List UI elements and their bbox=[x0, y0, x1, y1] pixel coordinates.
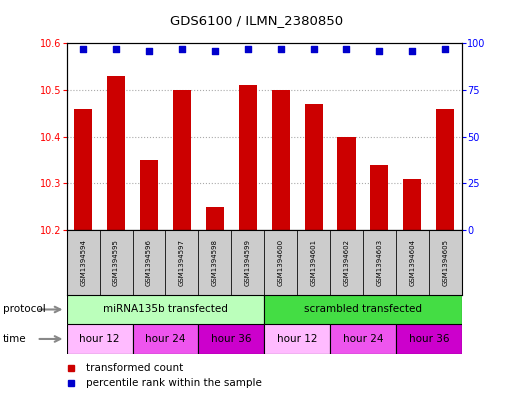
Bar bbox=[132, 230, 165, 295]
Text: GSM1394597: GSM1394597 bbox=[179, 239, 185, 286]
Bar bbox=[67, 230, 100, 295]
Text: miRNA135b transfected: miRNA135b transfected bbox=[103, 305, 228, 314]
Point bbox=[277, 46, 285, 52]
Bar bbox=[297, 230, 330, 295]
Bar bbox=[264, 324, 330, 354]
Bar bbox=[363, 230, 396, 295]
Bar bbox=[231, 230, 264, 295]
Point bbox=[211, 48, 219, 54]
Text: time: time bbox=[3, 334, 26, 344]
Point bbox=[309, 46, 318, 52]
Text: hour 36: hour 36 bbox=[408, 334, 449, 344]
Bar bbox=[330, 230, 363, 295]
Text: GSM1394594: GSM1394594 bbox=[80, 239, 86, 286]
Bar bbox=[239, 85, 257, 230]
Text: GSM1394601: GSM1394601 bbox=[310, 239, 317, 286]
Text: GSM1394598: GSM1394598 bbox=[212, 239, 218, 286]
Text: GSM1394599: GSM1394599 bbox=[245, 239, 251, 286]
Text: GSM1394600: GSM1394600 bbox=[278, 239, 284, 286]
Text: hour 36: hour 36 bbox=[211, 334, 251, 344]
Text: hour 12: hour 12 bbox=[80, 334, 120, 344]
Bar bbox=[330, 324, 396, 354]
Text: GSM1394595: GSM1394595 bbox=[113, 239, 119, 286]
Bar bbox=[403, 178, 421, 230]
Bar bbox=[173, 90, 191, 230]
Bar bbox=[132, 324, 199, 354]
Bar bbox=[396, 324, 462, 354]
Text: GSM1394604: GSM1394604 bbox=[409, 239, 416, 286]
Text: hour 24: hour 24 bbox=[343, 334, 383, 344]
Bar bbox=[338, 136, 356, 230]
Text: GSM1394603: GSM1394603 bbox=[377, 239, 382, 286]
Bar bbox=[264, 230, 297, 295]
Bar bbox=[264, 295, 462, 324]
Bar bbox=[206, 207, 224, 230]
Point bbox=[178, 46, 186, 52]
Bar bbox=[429, 230, 462, 295]
Bar bbox=[370, 165, 388, 230]
Bar bbox=[165, 230, 199, 295]
Text: GSM1394596: GSM1394596 bbox=[146, 239, 152, 286]
Bar bbox=[107, 76, 125, 230]
Bar bbox=[140, 160, 158, 230]
Point bbox=[376, 48, 384, 54]
Text: transformed count: transformed count bbox=[86, 362, 184, 373]
Bar bbox=[271, 90, 290, 230]
Point bbox=[244, 46, 252, 52]
Point bbox=[342, 46, 350, 52]
Bar bbox=[305, 104, 323, 230]
Bar bbox=[396, 230, 429, 295]
Point bbox=[112, 46, 120, 52]
Text: hour 12: hour 12 bbox=[277, 334, 318, 344]
Point bbox=[79, 46, 87, 52]
Bar bbox=[67, 324, 132, 354]
Text: GSM1394602: GSM1394602 bbox=[344, 239, 349, 286]
Text: percentile rank within the sample: percentile rank within the sample bbox=[86, 378, 262, 388]
Bar bbox=[199, 230, 231, 295]
Text: scrambled transfected: scrambled transfected bbox=[304, 305, 422, 314]
Bar bbox=[100, 230, 132, 295]
Point bbox=[145, 48, 153, 54]
Text: GSM1394605: GSM1394605 bbox=[442, 239, 448, 286]
Point bbox=[408, 48, 417, 54]
Bar bbox=[199, 324, 264, 354]
Point bbox=[441, 46, 449, 52]
Text: hour 24: hour 24 bbox=[145, 334, 186, 344]
Text: protocol: protocol bbox=[3, 304, 45, 314]
Bar bbox=[67, 295, 264, 324]
Bar bbox=[74, 108, 92, 230]
Bar bbox=[436, 108, 455, 230]
Text: GDS6100 / ILMN_2380850: GDS6100 / ILMN_2380850 bbox=[170, 14, 343, 27]
